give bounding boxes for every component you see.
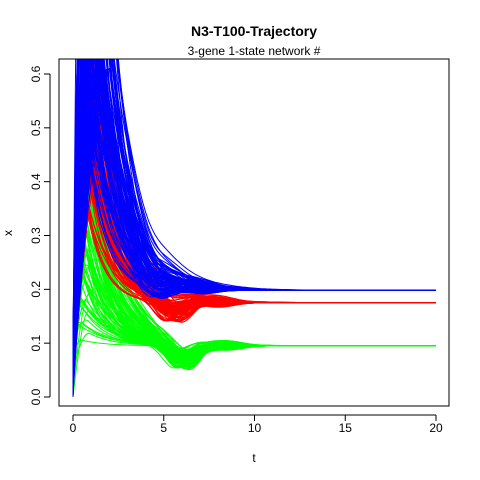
y-axis-label: x: [1, 230, 15, 236]
y-tick-label: 0.5: [29, 119, 43, 136]
trajectory-line: [72, 59, 436, 356]
x-tick-label: 20: [429, 421, 443, 435]
chart-title: N3-T100-Trajectory: [191, 23, 317, 39]
x-tick-label: 15: [339, 421, 353, 435]
y-tick-label: 0.1: [29, 335, 43, 352]
series-layer: [72, 59, 436, 397]
trajectory-line: [72, 172, 436, 364]
y-tick-label: 0.2: [29, 281, 43, 298]
y-tick-label: 0.0: [29, 388, 43, 405]
series-0: [72, 59, 436, 397]
y-tick-label: 0.3: [29, 227, 43, 244]
x-tick-label: 0: [70, 421, 77, 435]
y-tick-label: 0.4: [29, 173, 43, 190]
x-axis-label: t: [252, 451, 256, 465]
y-tick-label: 0.6: [29, 65, 43, 82]
chart-subtitle: 3-gene 1-state network #: [188, 44, 321, 58]
x-tick-label: 5: [160, 421, 167, 435]
x-tick-label: 10: [248, 421, 262, 435]
x-axis: 0 5 10 15 20: [70, 414, 443, 435]
y-axis: 0.0 0.1 0.2 0.3 0.4 0.5 0.6: [29, 65, 51, 405]
series-1: [72, 59, 436, 397]
plot-frame: [58, 58, 450, 407]
series-2: [72, 59, 436, 397]
